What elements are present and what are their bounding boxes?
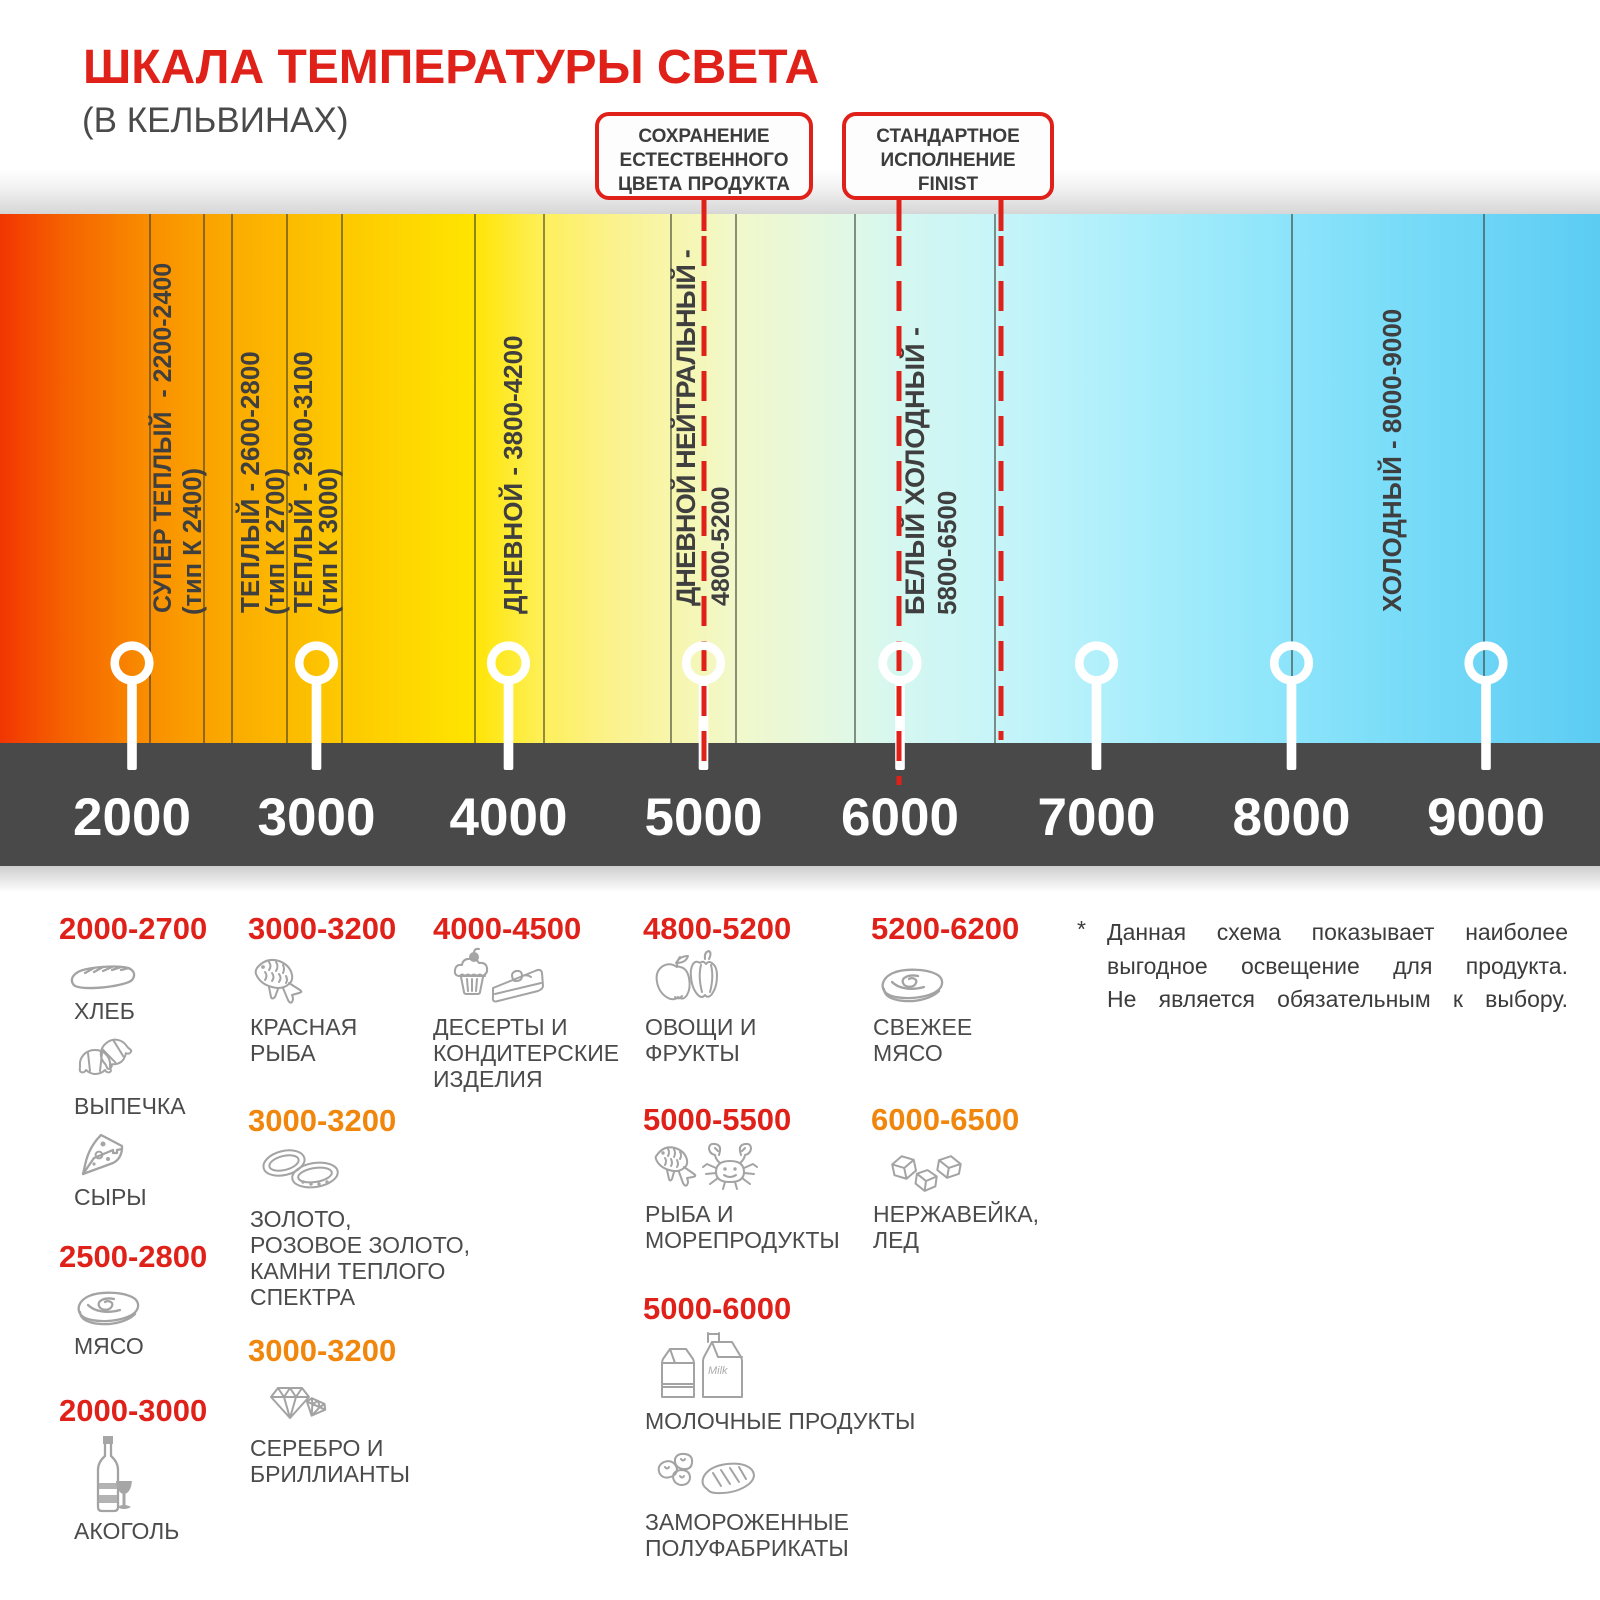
svg-text:Milk: Milk: [708, 1365, 728, 1377]
